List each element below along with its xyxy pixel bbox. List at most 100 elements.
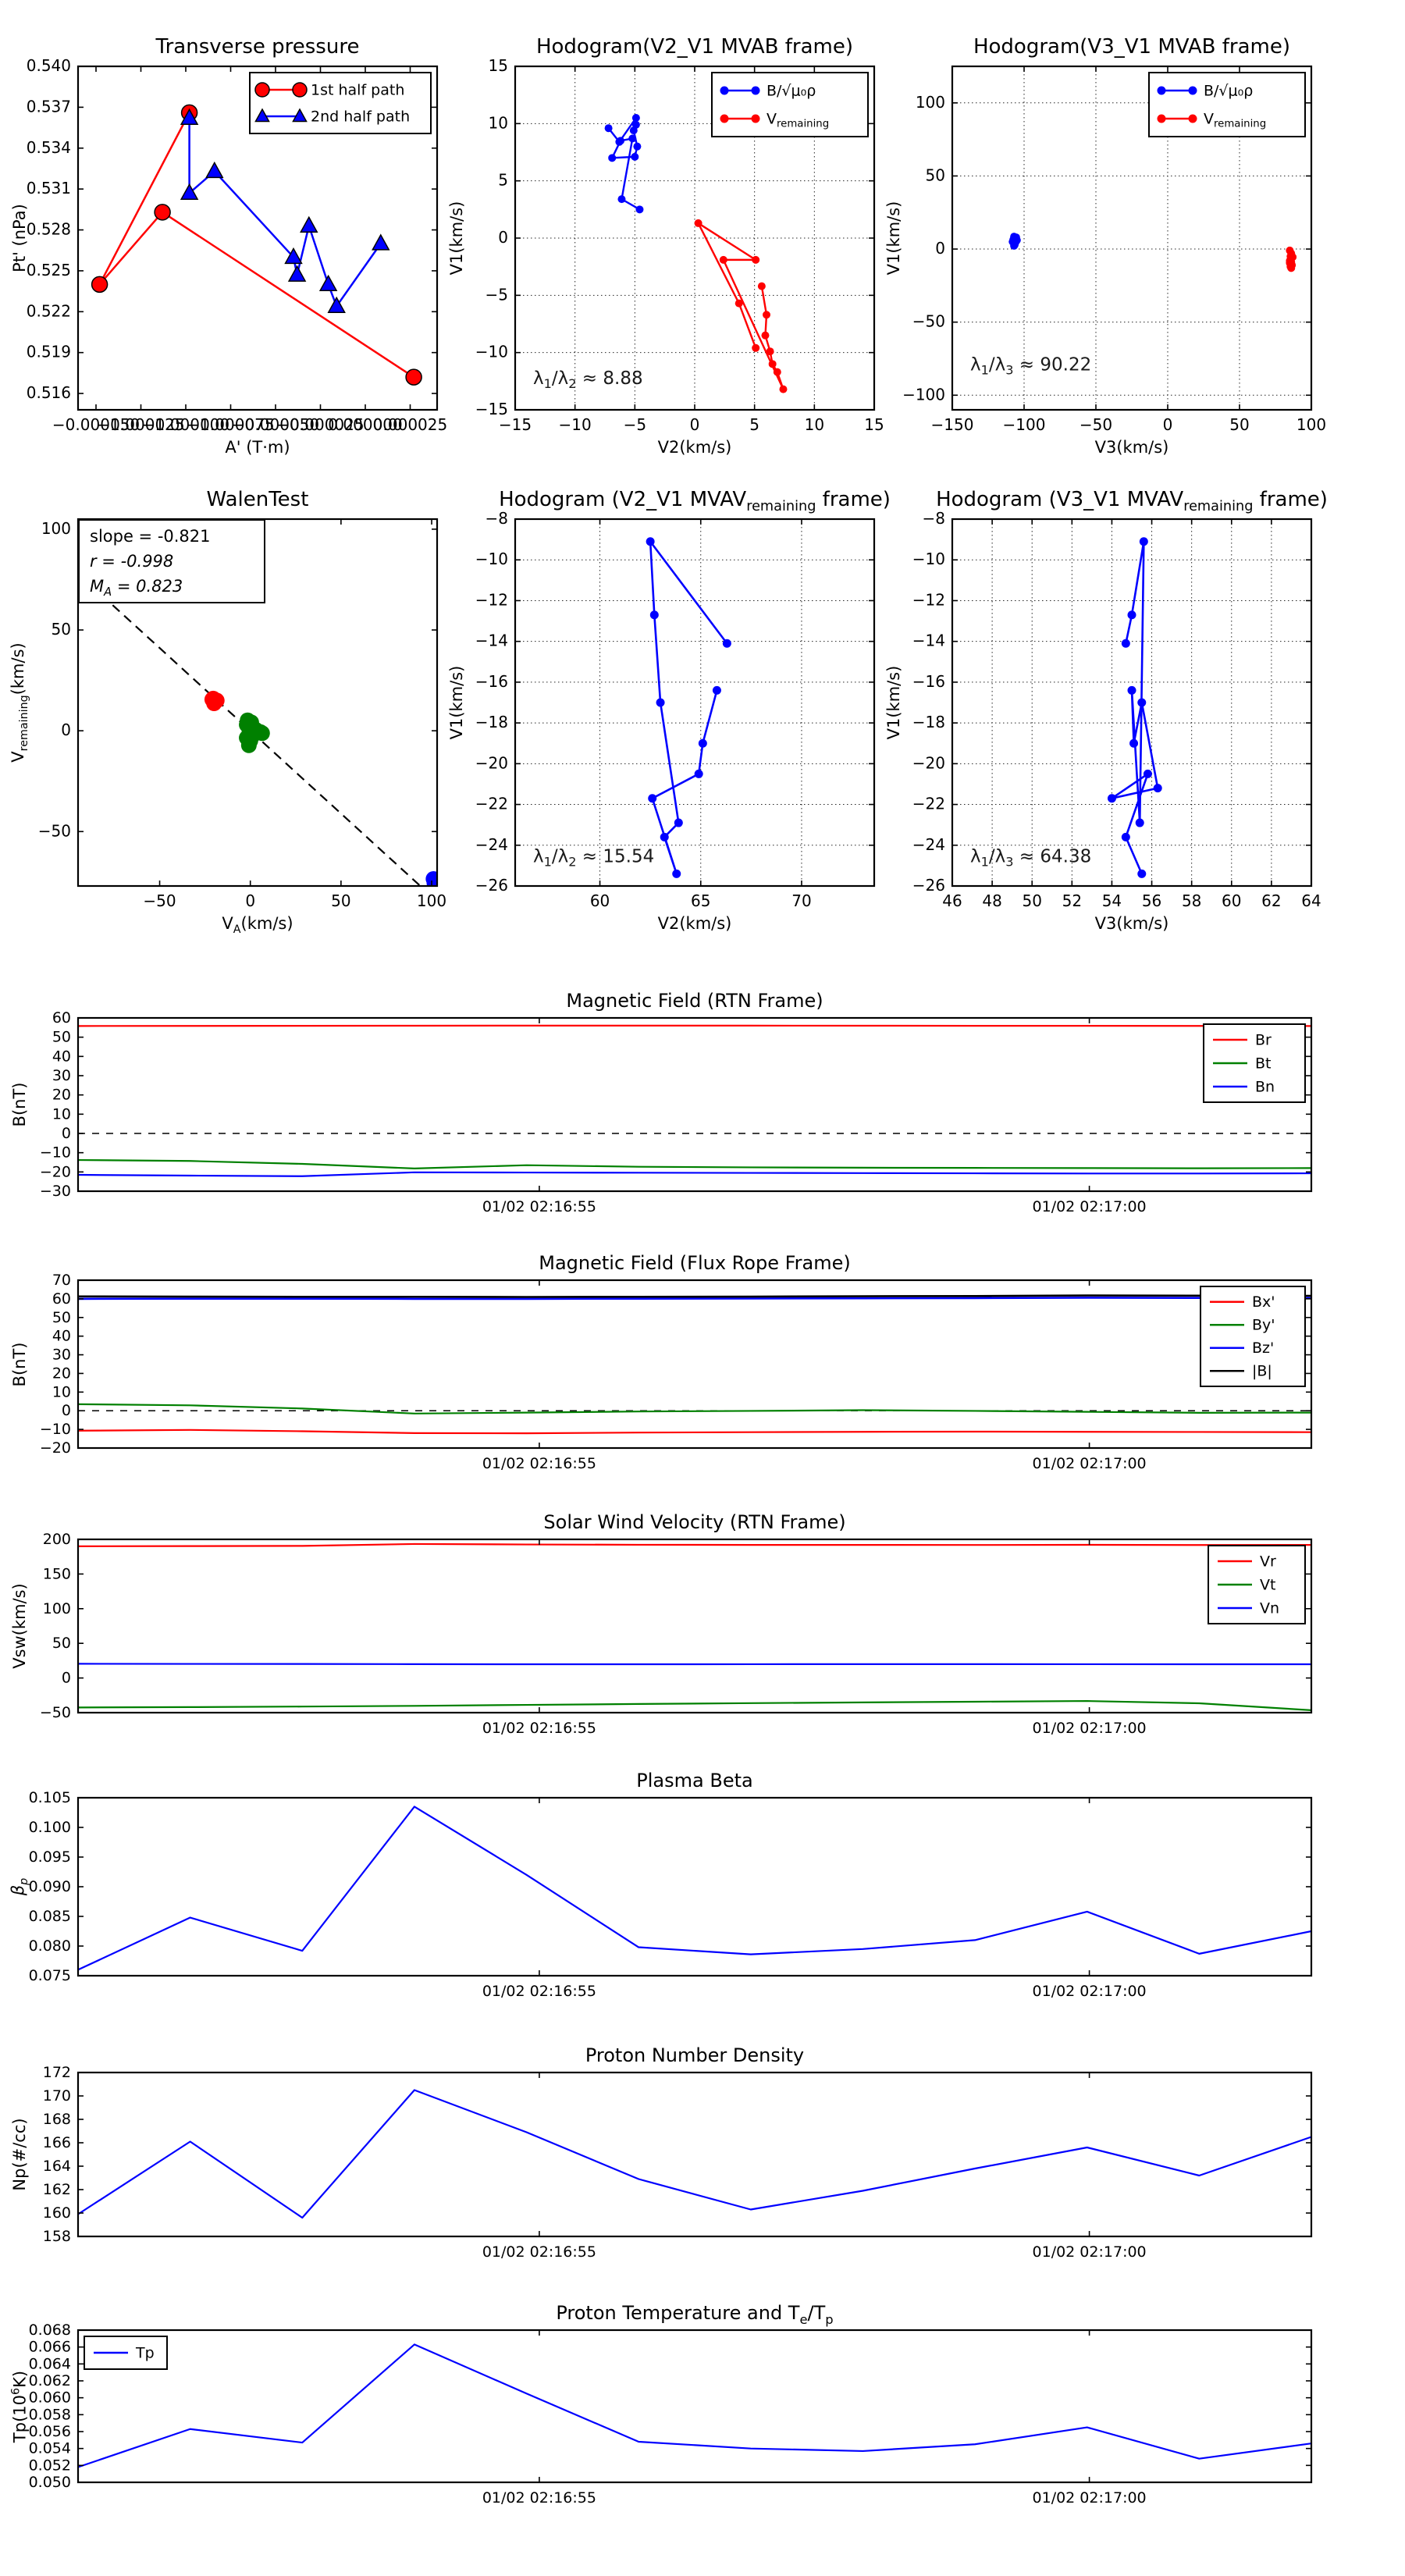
hodogram-v2v1-mvav-plot: 60 65 70 −26 −24 −22 −20 −18 −16 −14 −12 −10 −8 λ1/λ2… xyxy=(475,509,876,910)
legend-label: 2nd half path xyxy=(311,108,410,125)
y-tick-label: −50 xyxy=(40,1704,71,1721)
y-tick-label: −12 xyxy=(475,590,508,609)
x-tick-label: −0.000025 xyxy=(276,415,364,434)
y-tick-label: 0.064 xyxy=(29,2355,71,2372)
y-tick-label: −20 xyxy=(475,753,508,772)
y-tick-label: 0.085 xyxy=(29,1908,71,1925)
grid-lines xyxy=(952,519,1311,886)
series-np xyxy=(78,2089,1311,2219)
plot-title: Plasma Beta xyxy=(636,1770,753,1791)
x-tick-label: −15 xyxy=(499,415,532,434)
plot-title: Proton Number Density xyxy=(585,2044,805,2066)
y-tick-label: −20 xyxy=(40,1439,71,1457)
y-tick-label: 0.066 xyxy=(29,2339,71,2356)
hodogram-v3v1-mvav-plot: 46 48 50 52 54 56 58 60 62 64 −26 −24 −22 −20 −18 −16 −1… xyxy=(912,509,1321,910)
y-tick-label: 70 xyxy=(52,1272,71,1289)
axes-frame xyxy=(76,2071,1313,2238)
y-tick-label: 0.075 xyxy=(29,1967,71,1984)
legend-label: slope = -0.821 xyxy=(90,527,211,546)
x-tick-label: 01/02 02:17:00 xyxy=(1033,2489,1147,2507)
series-vn xyxy=(78,1663,1311,1666)
series-beta-p xyxy=(78,1806,1311,1971)
axis-ticks xyxy=(78,1539,1311,1713)
plot-title: Proton Temperature and Te/Tp xyxy=(556,2302,834,2327)
tick-labels: −15 −10 −5 0 5 10 15 −15 −10 −5 0 5 10 15 xyxy=(475,56,884,434)
series-bz- xyxy=(78,1297,1311,1300)
x-tick-label: −0.000100 xyxy=(142,415,229,434)
x-tick-label: 01/02 02:16:55 xyxy=(482,2243,596,2261)
axis-ticks xyxy=(515,518,874,887)
y-axis-label: βp xyxy=(8,1877,31,1896)
y-tick-label: −50 xyxy=(38,821,71,840)
transverse-pressure-plot: −0.000150−0.000125−0.000100−0.000075−0.0… xyxy=(27,56,447,434)
x-axis-label: V2(km/s) xyxy=(657,914,732,933)
x-tick-label: −50 xyxy=(1080,415,1112,434)
x-tick-label: −0.000125 xyxy=(97,415,184,434)
legend-label: |B| xyxy=(1252,1363,1272,1380)
y-tick-label: 0 xyxy=(62,1670,71,1687)
legend: Bx' By' Bz' |B| xyxy=(1200,1286,1306,1387)
series-b- xyxy=(604,114,644,214)
tick-labels: 01/02 02:16:55 01/02 02:17:00 −20−10 0 10203… xyxy=(40,1272,1147,1472)
lambda-annotation: λ1/λ2 ≈ 8.88 xyxy=(533,368,643,391)
series-vt xyxy=(78,1699,1311,1711)
y-axis-label: B(nT) xyxy=(10,1342,29,1386)
y-tick-label: −8 xyxy=(923,509,945,528)
legend-label: B/√μ₀ρ xyxy=(767,82,816,99)
plot-title: Magnetic Field (Flux Rope Frame) xyxy=(539,1252,851,1274)
legend-label: Bt xyxy=(1255,1055,1271,1072)
x-tick-label: 15 xyxy=(864,415,884,434)
x-tick-label: −5 xyxy=(624,415,646,434)
y-tick-label: 10 xyxy=(489,113,508,132)
series-vr xyxy=(78,1542,1311,1547)
axes-frame xyxy=(951,518,1313,888)
y-tick-label: −100 xyxy=(902,385,945,404)
y-tick-label: 200 xyxy=(43,1531,71,1548)
y-tick-label: 20 xyxy=(52,1364,71,1382)
y-axis-label: Vsw(km/s) xyxy=(10,1583,29,1669)
x-tick-label: 0 xyxy=(690,415,700,434)
x-tick-label: 100 xyxy=(1297,415,1326,434)
x-tick-label: −0.000050 xyxy=(232,415,319,434)
y-tick-label: 0.519 xyxy=(27,343,71,361)
axes-frame xyxy=(76,65,439,411)
x-tick-label: −0.000075 xyxy=(187,415,274,434)
y-tick-label: 0.060 xyxy=(29,2389,71,2407)
y-tick-label: 0.052 xyxy=(29,2457,71,2474)
y-axis-label: Vremaining(km/s) xyxy=(8,642,31,763)
y-tick-label: 0.050 xyxy=(29,2474,71,2491)
y-tick-label: 60 xyxy=(52,1290,71,1308)
legend-label: Vr xyxy=(1260,1553,1276,1570)
axis-ticks xyxy=(78,2329,1311,2483)
series-b- xyxy=(1008,233,1021,250)
series-cluster-blue xyxy=(425,870,437,886)
x-axis-label: VA(km/s) xyxy=(222,914,293,937)
y-tick-label: −15 xyxy=(475,400,508,418)
y-tick-label: −10 xyxy=(40,1421,71,1438)
y-tick-label: −18 xyxy=(475,713,508,731)
y-tick-label: −22 xyxy=(475,795,508,813)
proton-number-density-plot: 01/02 02:16:55 01/02 02:17:00 158 160 162 164… xyxy=(43,2064,1313,2261)
series-cluster-red xyxy=(204,690,225,712)
plot-title: WalenTest xyxy=(206,488,309,511)
series-cluster-green xyxy=(239,712,270,753)
y-tick-label: 0.080 xyxy=(29,1937,71,1955)
hodogram-v2v1-mvab-plot: −15 −10 −5 0 5 10 15 −15 −10 −5 0 5 10 15 λ1/λ2 ≈ 8.88… xyxy=(475,56,884,434)
legend-label: 1st half path xyxy=(311,81,404,98)
x-tick-label: 56 xyxy=(1142,891,1161,910)
x-tick-label: 0.000000 xyxy=(328,415,402,434)
axis-ticks xyxy=(78,1017,1311,1192)
plot-title: Hodogram(V3_V1 MVAB frame) xyxy=(973,35,1291,59)
x-tick-label: −10 xyxy=(559,415,592,434)
y-tick-label: −8 xyxy=(486,509,508,528)
y-tick-label: 160 xyxy=(43,2204,71,2222)
axes-frame xyxy=(76,1279,1313,1450)
y-tick-label: 172 xyxy=(43,2064,71,2081)
legend: 1st half path 2nd half path xyxy=(249,72,432,134)
legend-label: Vn xyxy=(1260,1599,1279,1617)
y-tick-label: 40 xyxy=(52,1048,71,1065)
magnetic-field-fluxrope-plot: 01/02 02:16:55 01/02 02:17:00 −20−10 0 10203… xyxy=(40,1272,1313,1472)
y-tick-label: 5 xyxy=(498,171,508,190)
legend-label: Vremaining xyxy=(1204,110,1266,130)
